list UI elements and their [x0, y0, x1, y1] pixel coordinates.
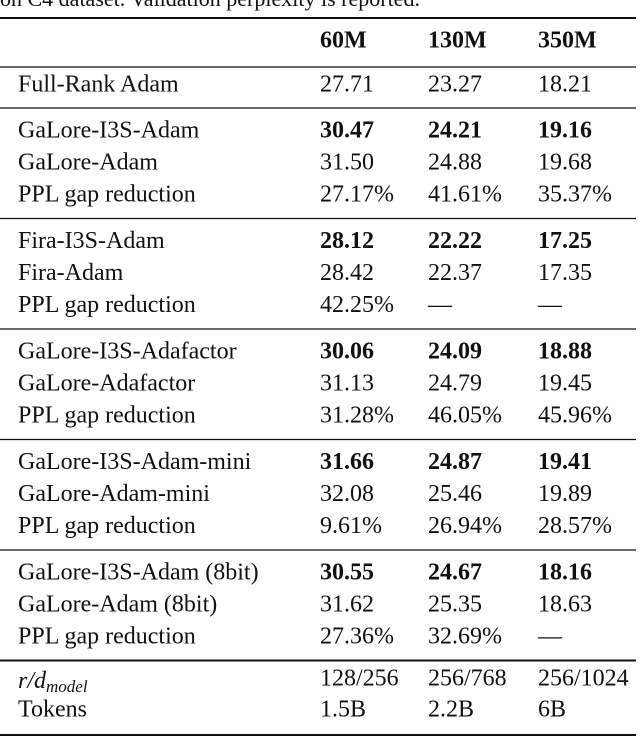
column-header: 350M	[538, 28, 597, 54]
cell: 9.61%	[320, 513, 382, 539]
cell: 18.21	[538, 72, 592, 98]
cell: 2.2B	[428, 697, 474, 723]
cell: 27.71	[320, 72, 374, 98]
cell: 22.22	[428, 228, 482, 254]
cell: 17.25	[538, 228, 592, 254]
cell: 6B	[538, 697, 566, 723]
row-label: Fira-I3S-Adam	[18, 228, 165, 254]
cell: 45.96%	[538, 403, 612, 429]
row-label: GaLore-I3S-Adam (8bit)	[18, 560, 259, 586]
ratio-main: r/d	[18, 668, 47, 694]
cell: 19.68	[538, 150, 592, 176]
cell: 31.28%	[320, 403, 394, 429]
cell: 30.47	[320, 118, 374, 144]
cell: 31.66	[320, 449, 374, 475]
cell: 256/1024	[538, 666, 629, 692]
cell: 25.35	[428, 592, 482, 618]
column-header: 60M	[320, 28, 367, 54]
cell: 32.08	[320, 481, 374, 507]
cell: 23.27	[428, 72, 482, 98]
cell: 22.37	[428, 260, 482, 286]
cell: 1.5B	[320, 697, 366, 723]
cell: 19.45	[538, 371, 592, 397]
cell: —	[537, 292, 563, 318]
column-header: 130M	[428, 28, 487, 54]
row-label: GaLore-Adam	[18, 150, 158, 176]
row-label: GaLore-I3S-Adam-mini	[18, 449, 252, 475]
row-label: PPL gap reduction	[18, 292, 196, 318]
cell: 28.42	[320, 260, 374, 286]
cell: 25.46	[428, 481, 482, 507]
cell: 24.87	[428, 449, 482, 475]
cell: 27.36%	[320, 624, 394, 650]
cell: 46.05%	[428, 403, 502, 429]
cell: —	[537, 624, 563, 650]
cell: —	[427, 292, 453, 318]
cell: 30.06	[320, 339, 374, 365]
cell: 24.21	[428, 118, 482, 144]
cell: 128/256	[320, 666, 399, 692]
row-label: PPL gap reduction	[18, 624, 196, 650]
row-label: Tokens	[18, 697, 87, 723]
row-label: Fira-Adam	[18, 260, 124, 286]
row-label: PPL gap reduction	[18, 513, 196, 539]
cell: 17.35	[538, 260, 592, 286]
caption: on C4 dataset. Validation perplexity is …	[0, 0, 420, 11]
cell: 41.61%	[428, 182, 502, 208]
cell: 30.55	[320, 560, 374, 586]
cell: 35.37%	[538, 182, 612, 208]
row-label: PPL gap reduction	[18, 182, 196, 208]
cell: 28.12	[320, 228, 374, 254]
row-label: PPL gap reduction	[18, 403, 196, 429]
cell: 24.88	[428, 150, 482, 176]
cell: 24.67	[428, 560, 482, 586]
row-label: GaLore-Adafactor	[18, 371, 195, 397]
cell: 26.94%	[428, 513, 502, 539]
cell: 18.88	[538, 339, 592, 365]
cell: 32.69%	[428, 624, 502, 650]
cell: 27.17%	[320, 182, 394, 208]
cell: 19.89	[538, 481, 592, 507]
cell: 42.25%	[320, 292, 394, 318]
cell: 19.16	[538, 118, 592, 144]
cell: 24.79	[428, 371, 482, 397]
cell: 18.16	[538, 560, 592, 586]
row-label: GaLore-I3S-Adam	[18, 118, 200, 144]
cell: 256/768	[428, 666, 507, 692]
cell: 19.41	[538, 449, 592, 475]
cell: 24.09	[428, 339, 482, 365]
cell: 31.62	[320, 592, 374, 618]
cell: 28.57%	[538, 513, 612, 539]
ratio-label: r/dmodel	[18, 668, 88, 696]
cell: 31.50	[320, 150, 374, 176]
row-label: GaLore-Adam (8bit)	[18, 592, 217, 618]
ratio-sub: model	[46, 677, 88, 696]
row-label: GaLore-I3S-Adafactor	[18, 339, 237, 365]
row-label: GaLore-Adam-mini	[18, 481, 210, 507]
cell: 18.63	[538, 592, 592, 618]
cell: 31.13	[320, 371, 374, 397]
row-label: Full-Rank Adam	[18, 72, 179, 98]
